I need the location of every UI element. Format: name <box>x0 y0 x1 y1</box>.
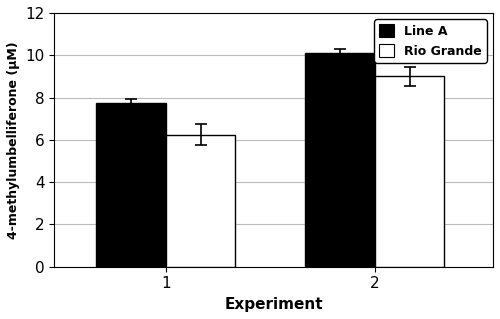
X-axis label: Experiment: Experiment <box>224 297 323 312</box>
Legend: Line A, Rio Grande: Line A, Rio Grande <box>374 19 487 63</box>
Bar <box>96 103 166 267</box>
Bar <box>166 135 235 267</box>
Bar <box>374 77 444 267</box>
Bar <box>305 53 374 267</box>
Y-axis label: 4-methylumbelliferone (µM): 4-methylumbelliferone (µM) <box>7 41 20 239</box>
